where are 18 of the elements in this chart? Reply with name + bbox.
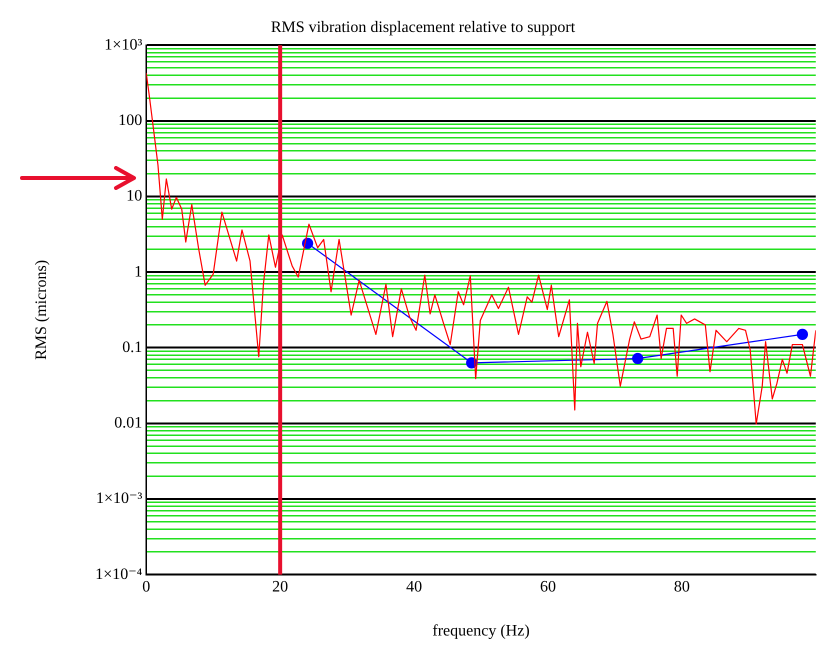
y-tick-label: 1 [134, 263, 142, 280]
x-tick-label: 20 [272, 578, 288, 596]
y-tick-label: 0.01 [114, 414, 142, 432]
y-tick-label: 0.1 [122, 338, 142, 356]
point [632, 352, 644, 364]
y-tick-label: 1×10⁻⁴ [95, 566, 143, 583]
x-axis-title: frequency (Hz) [432, 622, 530, 640]
y-tick-label: 1×10³ [104, 36, 142, 54]
x-tick-label: 40 [406, 578, 422, 596]
x-tick-label: 80 [674, 578, 690, 596]
y-axis-title: RMS (microns) [32, 260, 50, 360]
y-tick-label: 1×10⁻³ [96, 490, 142, 508]
point [796, 328, 808, 340]
x-tick-label: 0 [142, 578, 150, 596]
y-tick-label: 100 [118, 112, 142, 130]
y-tick-label: 10 [126, 188, 142, 205]
chart-title: RMS vibration displacement relative to support [270, 18, 576, 36]
x-tick-label: 60 [540, 578, 556, 596]
